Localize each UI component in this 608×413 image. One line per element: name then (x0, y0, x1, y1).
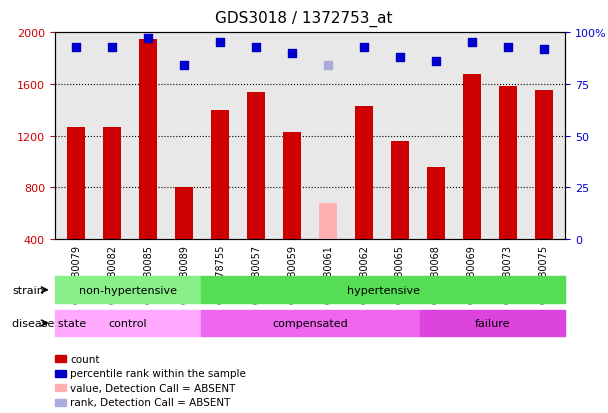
Point (143, 36, 153, 43)
Bar (175, 188, 193, 240)
Bar (391, 142, 409, 240)
Text: non-hypertensive: non-hypertensive (78, 285, 177, 295)
Bar (103, 127, 121, 240)
Point (539, 46, 549, 53)
Point (431, 59, 441, 65)
Bar (535, 91, 553, 240)
Point (251, 44, 261, 51)
Point (503, 44, 513, 51)
Text: rank, Detection Call = ABSENT: rank, Detection Call = ABSENT (70, 397, 230, 407)
Point (108, 44, 117, 51)
Point (359, 44, 369, 51)
Text: strain: strain (12, 285, 44, 295)
Bar (211, 110, 229, 240)
Bar (355, 107, 373, 240)
Point (179, 63, 189, 69)
Text: value, Detection Call = ABSENT: value, Detection Call = ABSENT (70, 383, 235, 393)
Bar (427, 167, 445, 240)
Text: hypertensive: hypertensive (347, 285, 420, 295)
Point (323, 63, 333, 69)
Text: disease state: disease state (12, 318, 86, 328)
Point (71, 44, 81, 51)
Bar (319, 204, 337, 240)
Point (287, 50, 297, 57)
Bar (499, 87, 517, 240)
Text: control: control (108, 318, 147, 328)
Bar (67, 127, 85, 240)
Point (467, 40, 477, 47)
Bar (283, 133, 301, 240)
Bar (247, 93, 265, 240)
Text: GDS3018 / 1372753_at: GDS3018 / 1372753_at (215, 10, 393, 26)
Bar (139, 40, 157, 240)
Point (395, 55, 405, 61)
Text: failure: failure (475, 318, 510, 328)
Text: count: count (70, 354, 100, 364)
Bar (463, 74, 481, 240)
Text: percentile rank within the sample: percentile rank within the sample (70, 368, 246, 378)
Point (215, 40, 225, 47)
Text: compensated: compensated (272, 318, 348, 328)
